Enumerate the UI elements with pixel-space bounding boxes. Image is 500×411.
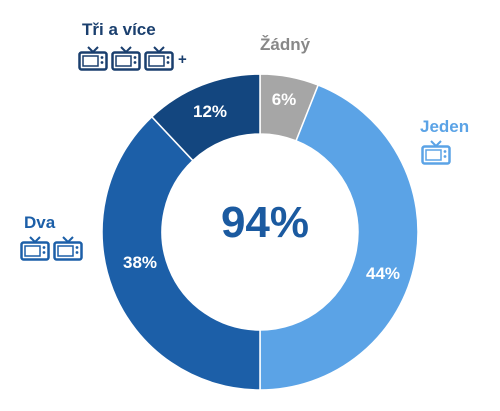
category-label-tri-a-vice: Tři a více — [82, 20, 156, 40]
slice-label-zadny: 6% — [254, 90, 314, 110]
center-total-label: 94% — [210, 198, 320, 248]
category-label-jeden: Jeden — [420, 117, 469, 137]
category-label-zadny: Žádný — [260, 35, 310, 55]
tv-icons-tri-a-vice: + — [78, 46, 187, 72]
tv-icon — [78, 46, 108, 72]
tv-icon — [144, 46, 174, 72]
slice-label-jeden: 44% — [353, 264, 413, 284]
tv-icon — [111, 46, 141, 72]
plus-sign-icon: + — [178, 51, 187, 68]
slice-label-tri-a-vice: 12% — [180, 102, 240, 122]
tv-icon — [20, 236, 50, 262]
slice-label-dva: 38% — [110, 253, 170, 273]
tv-icons-jeden — [421, 140, 451, 166]
tv-icon — [421, 140, 451, 166]
tv-icons-dva — [20, 236, 83, 262]
tv-icon — [53, 236, 83, 262]
category-label-dva: Dva — [24, 213, 55, 233]
